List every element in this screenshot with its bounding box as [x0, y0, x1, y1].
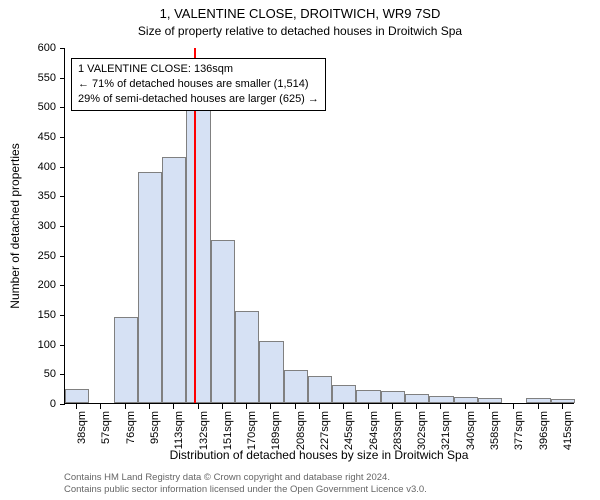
y-tick-label: 400	[0, 161, 56, 173]
histogram-bar	[551, 399, 575, 403]
x-tick-mark	[100, 404, 101, 409]
y-tick-mark	[60, 256, 65, 257]
x-tick-mark	[149, 404, 150, 409]
x-tick-label: 245sqm	[343, 411, 355, 461]
x-tick-label: 57sqm	[100, 411, 112, 461]
y-tick-label: 500	[0, 101, 56, 113]
x-tick-label: 377sqm	[513, 411, 525, 461]
x-tick-mark	[173, 404, 174, 409]
x-tick-mark	[222, 404, 223, 409]
histogram-bar	[381, 391, 405, 403]
y-tick-label: 300	[0, 220, 56, 232]
y-tick-mark	[60, 107, 65, 108]
x-tick-label: 170sqm	[246, 411, 258, 461]
y-tick-mark	[60, 137, 65, 138]
chart-subtitle: Size of property relative to detached ho…	[0, 22, 600, 39]
histogram-bar	[478, 398, 502, 403]
y-tick-label: 550	[0, 72, 56, 84]
y-tick-label: 0	[0, 398, 56, 410]
attribution-text: Contains HM Land Registry data © Crown c…	[64, 472, 574, 496]
x-tick-mark	[513, 404, 514, 409]
callout-box: 1 VALENTINE CLOSE: 136sqm← 71% of detach…	[71, 58, 326, 111]
y-tick-mark	[60, 345, 65, 346]
x-tick-mark	[368, 404, 369, 409]
histogram-bar	[332, 385, 356, 403]
x-tick-mark	[76, 404, 77, 409]
x-tick-mark	[343, 404, 344, 409]
x-tick-label: 283sqm	[392, 411, 404, 461]
y-tick-mark	[60, 404, 65, 405]
callout-line: ← 71% of detached houses are smaller (1,…	[78, 77, 319, 92]
x-tick-label: 396sqm	[538, 411, 550, 461]
x-tick-label: 227sqm	[319, 411, 331, 461]
chart-title: 1, VALENTINE CLOSE, DROITWICH, WR9 7SD	[0, 0, 600, 22]
x-tick-mark	[125, 404, 126, 409]
y-tick-label: 100	[0, 339, 56, 351]
y-tick-label: 600	[0, 42, 56, 54]
x-tick-mark	[440, 404, 441, 409]
x-tick-mark	[416, 404, 417, 409]
x-tick-label: 76sqm	[125, 411, 137, 461]
attribution-line: Contains HM Land Registry data © Crown c…	[64, 472, 574, 484]
histogram-bar	[526, 398, 550, 403]
y-tick-mark	[60, 78, 65, 79]
x-tick-mark	[319, 404, 320, 409]
x-tick-mark	[392, 404, 393, 409]
x-tick-label: 321sqm	[440, 411, 452, 461]
y-tick-label: 150	[0, 309, 56, 321]
x-tick-label: 415sqm	[562, 411, 574, 461]
x-tick-label: 189sqm	[270, 411, 282, 461]
y-tick-mark	[60, 374, 65, 375]
x-tick-label: 302sqm	[416, 411, 428, 461]
y-tick-label: 200	[0, 279, 56, 291]
y-tick-label: 50	[0, 368, 56, 380]
x-tick-label: 151sqm	[222, 411, 234, 461]
x-tick-label: 208sqm	[295, 411, 307, 461]
histogram-bar	[308, 376, 332, 403]
x-tick-mark	[246, 404, 247, 409]
histogram-bar	[114, 317, 138, 403]
x-tick-mark	[538, 404, 539, 409]
x-tick-label: 95sqm	[149, 411, 161, 461]
y-tick-mark	[60, 226, 65, 227]
y-tick-label: 350	[0, 190, 56, 202]
histogram-bar	[65, 389, 89, 403]
x-tick-mark	[489, 404, 490, 409]
histogram-bar	[235, 311, 259, 403]
x-tick-mark	[198, 404, 199, 409]
histogram-bar	[138, 172, 162, 403]
y-tick-label: 250	[0, 250, 56, 262]
x-tick-mark	[295, 404, 296, 409]
attribution-line: Contains public sector information licen…	[64, 484, 574, 496]
x-tick-label: 340sqm	[465, 411, 477, 461]
histogram-bar	[356, 390, 380, 403]
y-tick-mark	[60, 48, 65, 49]
callout-line: 1 VALENTINE CLOSE: 136sqm	[78, 62, 319, 77]
histogram-bar	[211, 240, 235, 403]
y-tick-mark	[60, 315, 65, 316]
x-tick-label: 132sqm	[198, 411, 210, 461]
histogram-bar	[405, 394, 429, 403]
x-tick-label: 113sqm	[173, 411, 185, 461]
histogram-bar	[429, 396, 453, 403]
histogram-bar	[259, 341, 283, 403]
x-tick-label: 38sqm	[76, 411, 88, 461]
histogram-bar	[284, 370, 308, 403]
x-tick-mark	[562, 404, 563, 409]
y-tick-label: 450	[0, 131, 56, 143]
y-tick-mark	[60, 285, 65, 286]
histogram-bar	[162, 157, 186, 403]
histogram-bar	[186, 108, 210, 403]
y-tick-mark	[60, 167, 65, 168]
plot-area: 1 VALENTINE CLOSE: 136sqm← 71% of detach…	[64, 48, 574, 404]
x-tick-label: 358sqm	[489, 411, 501, 461]
y-tick-mark	[60, 196, 65, 197]
x-tick-label: 264sqm	[368, 411, 380, 461]
histogram-bar	[454, 397, 478, 403]
x-tick-mark	[270, 404, 271, 409]
callout-line: 29% of semi-detached houses are larger (…	[78, 92, 319, 107]
x-tick-mark	[465, 404, 466, 409]
